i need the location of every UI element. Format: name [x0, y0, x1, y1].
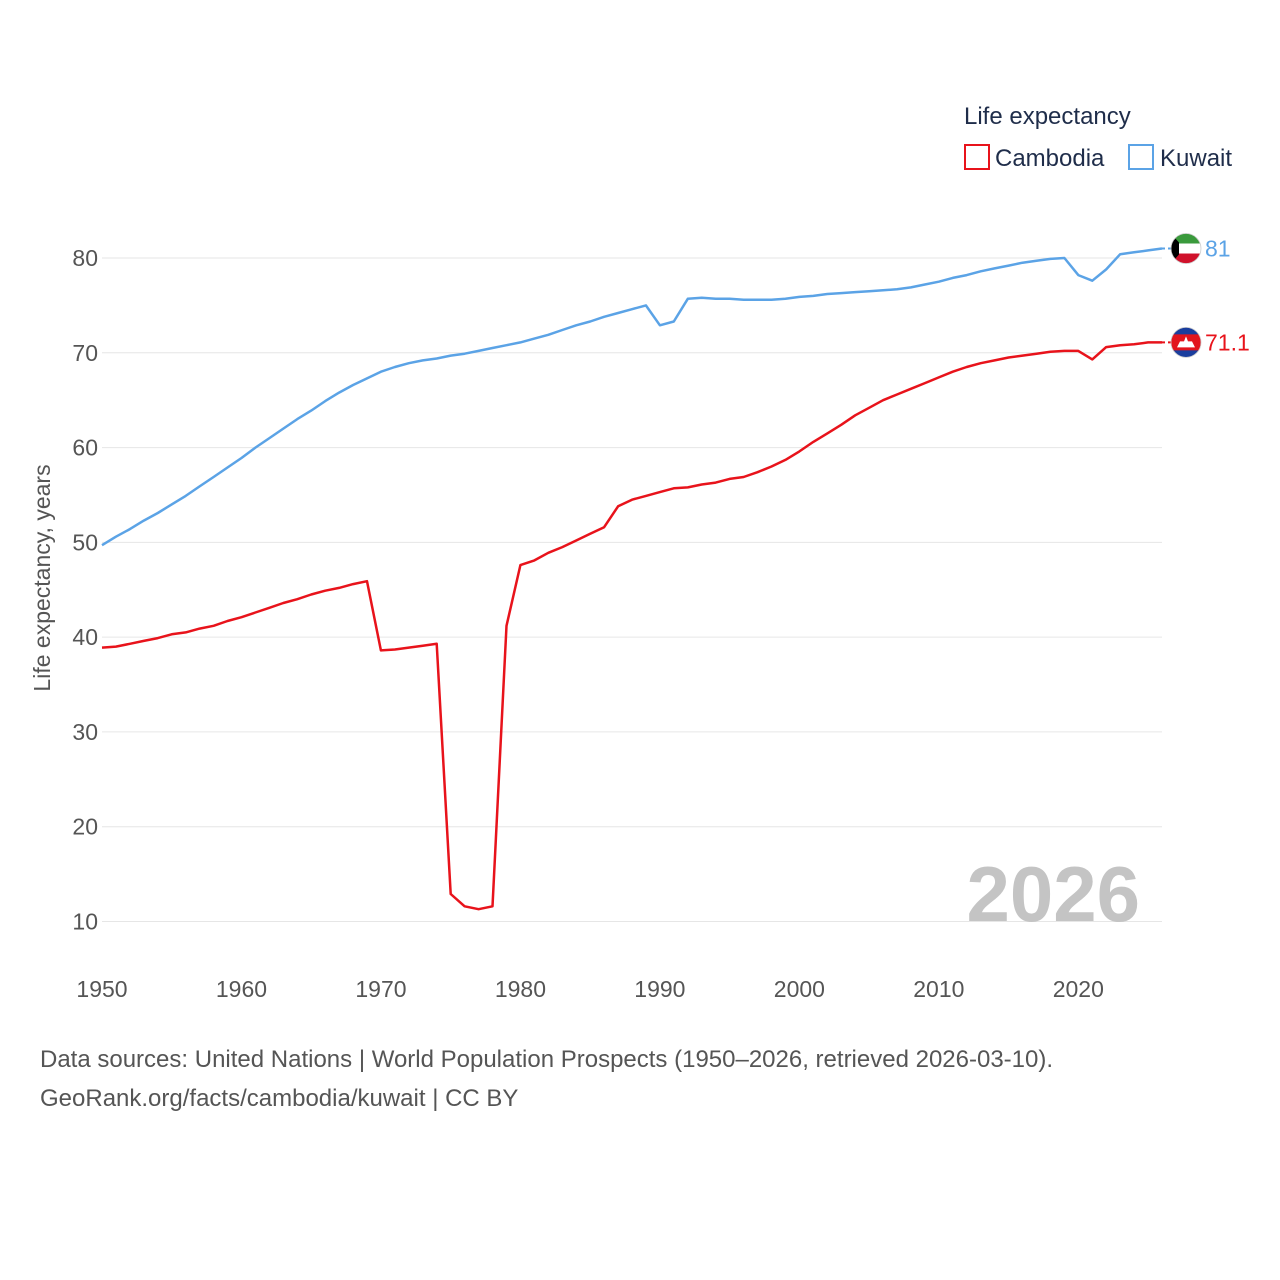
y-tick-label: 10	[72, 909, 98, 935]
series-lines	[101, 247, 1163, 911]
end-value-label-kuwait: 81	[1205, 236, 1231, 262]
y-tick-label: 30	[72, 719, 98, 745]
kuwait-flag-icon	[1170, 233, 1202, 264]
x-tick-label: 1960	[216, 976, 267, 1002]
x-tick-label: 2010	[913, 976, 964, 1002]
series-end-markers: 71.1 81	[1162, 233, 1250, 358]
x-tick-label: 1950	[76, 976, 127, 1002]
y-tick-label: 80	[72, 245, 98, 271]
y-tick-label: 50	[72, 529, 98, 555]
cambodia-flag-icon	[1170, 326, 1202, 358]
series-line-kuwait	[101, 247, 1163, 547]
x-tick-label: 1970	[355, 976, 406, 1002]
legend-title: Life expectancy	[964, 103, 1131, 130]
legend-label-kuwait: Kuwait	[1160, 145, 1232, 172]
grid-lines	[102, 257, 1162, 922]
end-value-label-cambodia: 71.1	[1205, 329, 1250, 355]
legend: Life expectancy Cambodia Kuwait	[964, 103, 1232, 172]
y-tick-label: 40	[72, 624, 98, 650]
y-tick-label: 60	[72, 435, 98, 461]
y-tick-label: 70	[72, 340, 98, 366]
y-axis-ticks: 10 20 30 40 50 60 70 80	[72, 245, 98, 935]
legend-label-cambodia: Cambodia	[995, 145, 1105, 172]
legend-item-cambodia[interactable]: Cambodia	[964, 144, 1105, 172]
x-tick-label: 2000	[774, 976, 825, 1002]
x-tick-label: 1990	[634, 976, 685, 1002]
legend-item-kuwait[interactable]: Kuwait	[1128, 144, 1232, 172]
x-tick-label: 1980	[495, 976, 546, 1002]
series-line-cambodia	[101, 341, 1162, 911]
y-tick-label: 20	[72, 814, 98, 840]
x-axis-ticks: 1950 1960 1970 1980 1990 2000 2010 2020	[76, 976, 1103, 1002]
x-tick-label: 2020	[1053, 976, 1104, 1002]
legend-swatch-kuwait	[1128, 144, 1154, 170]
y-axis-title: Life expectancy, years	[29, 464, 55, 691]
legend-swatch-cambodia	[964, 144, 990, 170]
source-line-1: Data sources: United Nations | World Pop…	[40, 1046, 1054, 1073]
year-watermark: 2026	[966, 850, 1140, 938]
source-line-2: GeoRank.org/facts/cambodia/kuwait | CC B…	[40, 1085, 519, 1112]
